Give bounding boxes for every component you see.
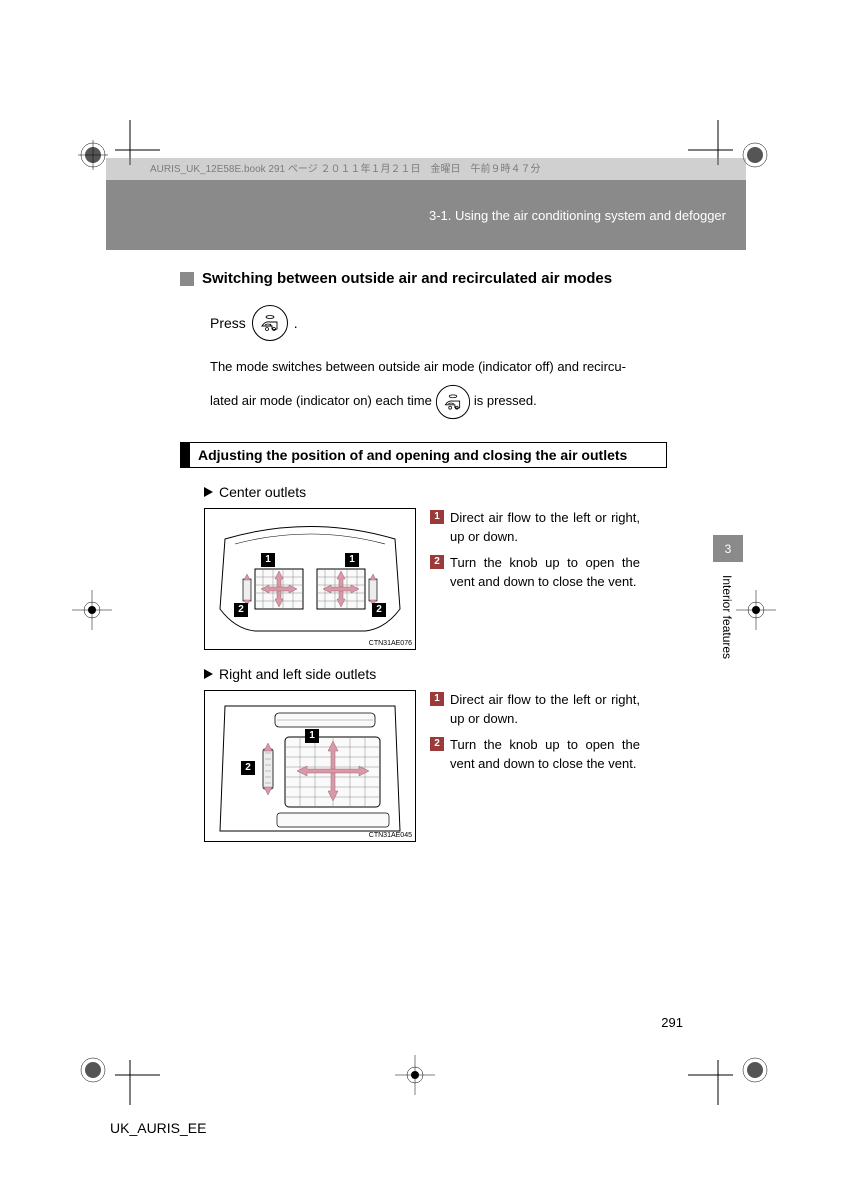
heading-row: Switching between outside air and recirc…: [180, 270, 660, 287]
registration-mark: [72, 590, 112, 630]
figure-badge-1: 1: [305, 729, 319, 743]
page-number: 291: [661, 1015, 683, 1030]
heading-text: Switching between outside air and recirc…: [202, 270, 612, 287]
heading-bullet: [180, 272, 194, 286]
figure-code: CTN31AE045: [369, 832, 412, 839]
callout-badge-2: 2: [430, 737, 444, 751]
registration-mark: [395, 1055, 435, 1095]
callout-text: Turn the knob up to open the vent and do…: [450, 735, 640, 774]
callout-list-1: 1 Direct air flow to the left or right, …: [430, 508, 640, 598]
press-instruction: Press .: [210, 305, 660, 341]
callout-text: Direct air flow to the left or right, up…: [450, 508, 640, 547]
recirculation-button-icon: [436, 385, 470, 419]
callout-badge-1: 1: [430, 692, 444, 706]
figure-code: CTN31AE076: [369, 640, 412, 647]
subheading-center: Center outlets: [204, 484, 660, 500]
subheading-side: Right and left side outlets: [204, 666, 660, 682]
body-line-1: The mode switches between outside air mo…: [210, 355, 660, 380]
crop-mark: [100, 1045, 160, 1105]
figure-badge-2: 2: [372, 603, 386, 617]
print-metadata: AURIS_UK_12E58E.book 291 ページ ２０１１年１月２１日 …: [150, 160, 540, 175]
figure-badge-2: 2: [241, 761, 255, 775]
body-line-2: lated air mode (indicator on) each time: [210, 389, 432, 414]
callout-text: Direct air flow to the left or right, up…: [450, 690, 640, 729]
section-heading-bar: Adjusting the position of and opening an…: [180, 442, 667, 468]
chapter-label: Interior features: [720, 575, 734, 659]
figure-badge-2: 2: [234, 603, 248, 617]
recirculation-button-icon: [252, 305, 288, 341]
figure-row-1: 1 1 2 2 CTN31AE076 1 Direct air flow to …: [204, 508, 660, 650]
figure-center-outlets: 1 1 2 2 CTN31AE076: [204, 508, 416, 650]
figure-row-2: 1 2 CTN31AE045 1 Direct air flow to the …: [204, 690, 660, 842]
body-paragraph: The mode switches between outside air mo…: [210, 355, 660, 420]
callout-badge-1: 1: [430, 510, 444, 524]
figure-badge-1: 1: [345, 553, 359, 567]
callout-item: 2 Turn the knob up to open the vent and …: [430, 735, 640, 774]
triangle-bullet-icon: [204, 487, 213, 497]
callout-item: 2 Turn the knob up to open the vent and …: [430, 553, 640, 592]
chapter-tab: 3: [713, 535, 743, 562]
crop-mark: [688, 1045, 748, 1105]
chapter-number: 3: [725, 542, 732, 556]
page-content: Switching between outside air and recirc…: [180, 270, 660, 842]
callout-item: 1 Direct air flow to the left or right, …: [430, 690, 640, 729]
section-title: 3-1. Using the air conditioning system a…: [429, 208, 726, 223]
subheading-label: Center outlets: [219, 484, 306, 500]
press-label: Press: [210, 315, 246, 331]
callout-list-2: 1 Direct air flow to the left or right, …: [430, 690, 640, 780]
figure-side-outlets: 1 2 CTN31AE045: [204, 690, 416, 842]
triangle-bullet-icon: [204, 669, 213, 679]
body-line-3: is pressed.: [474, 389, 537, 414]
callout-text: Turn the knob up to open the vent and do…: [450, 553, 640, 592]
subheading-label: Right and left side outlets: [219, 666, 376, 682]
callout-badge-2: 2: [430, 555, 444, 569]
figure-badge-1: 1: [261, 553, 275, 567]
press-suffix: .: [294, 315, 298, 331]
section-header-banner: 3-1. Using the air conditioning system a…: [106, 180, 746, 250]
registration-mark: [736, 590, 776, 630]
callout-item: 1 Direct air flow to the left or right, …: [430, 508, 640, 547]
footer-code: UK_AURIS_EE: [110, 1120, 206, 1136]
